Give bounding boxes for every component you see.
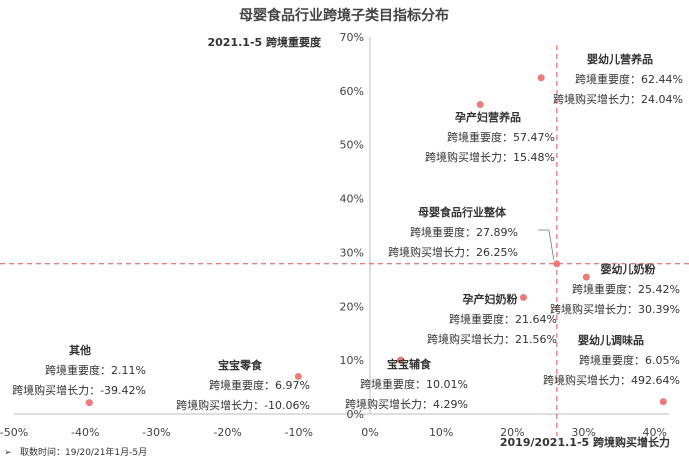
source-note: 取数时间：19/20/21年1月-5月 bbox=[20, 446, 147, 458]
x-tick-label: -40% bbox=[71, 426, 99, 439]
point-growth: 跨境购买增长力：15.48% bbox=[425, 150, 555, 164]
y-tick-labels: 0% 10% 20% 30% 40% 50% 60% 70% bbox=[340, 31, 364, 421]
data-point bbox=[85, 399, 93, 407]
point-importance: 跨境重要度：10.01% bbox=[360, 377, 468, 391]
point-name: 孕产妇营养品 bbox=[455, 110, 521, 124]
source-marker-icon: ➢ bbox=[4, 448, 12, 458]
point-importance: 跨境重要度：57.47% bbox=[447, 130, 555, 144]
reference-lines bbox=[0, 45, 689, 436]
point-growth: 跨境购买增长力：-10.06% bbox=[176, 398, 310, 412]
x-tick-labels: -50% -40% -30% -20% -10% 0% 10% 20% 30% 40% bbox=[0, 426, 667, 439]
data-point bbox=[519, 293, 527, 301]
point-growth: 跨境购买增长力：26.25% bbox=[388, 245, 518, 259]
point-importance: 跨境重要度：6.97% bbox=[209, 378, 310, 392]
point-importance: 跨境重要度：62.44% bbox=[575, 72, 683, 86]
data-points bbox=[85, 74, 667, 407]
data-point bbox=[294, 372, 302, 380]
point-growth: 跨境购买增长力：-39.42% bbox=[12, 383, 146, 397]
y-tick-label: 0% bbox=[347, 408, 364, 421]
point-importance: 跨境重要度：27.89% bbox=[410, 225, 518, 239]
x-tick-label: 20% bbox=[500, 426, 524, 439]
x-tick-label: -20% bbox=[213, 426, 241, 439]
point-growth: 跨境购买增长力：4.29% bbox=[345, 397, 468, 411]
point-name: 婴幼儿奶粉 bbox=[601, 262, 656, 276]
axes bbox=[14, 37, 669, 415]
y-axis-title: 2021.1-5 跨境重要度 bbox=[208, 35, 322, 49]
data-point bbox=[476, 100, 484, 108]
point-name: 母婴食品行业整体 bbox=[418, 205, 507, 219]
x-tick-label: -10% bbox=[285, 426, 313, 439]
point-name: 宝宝辅食 bbox=[387, 357, 432, 371]
x-tick-label: 40% bbox=[643, 426, 667, 439]
data-point bbox=[582, 273, 590, 281]
point-importance: 跨境重要度：6.05% bbox=[579, 353, 680, 367]
point-importance: 跨境重要度：21.64% bbox=[449, 312, 557, 326]
y-tick-label: 70% bbox=[340, 31, 364, 44]
y-tick-label: 30% bbox=[340, 246, 364, 259]
point-growth: 跨境购买增长力：30.39% bbox=[550, 302, 680, 316]
y-tick-label: 60% bbox=[340, 85, 364, 98]
point-growth: 跨境购买增长力：21.56% bbox=[427, 332, 557, 346]
point-growth: 跨境购买增长力：492.64% bbox=[543, 373, 680, 387]
point-importance: 跨境重要度：2.11% bbox=[45, 363, 146, 377]
data-point bbox=[537, 74, 545, 82]
point-name: 其他 bbox=[69, 343, 91, 357]
y-tick-label: 40% bbox=[340, 193, 364, 206]
data-point bbox=[553, 260, 561, 268]
point-growth: 跨境购买增长力：24.04% bbox=[553, 92, 683, 106]
x-tick-label: 30% bbox=[571, 426, 595, 439]
x-tick-label: 10% bbox=[429, 426, 453, 439]
y-tick-label: 20% bbox=[340, 300, 364, 313]
x-tick-label: 0% bbox=[361, 426, 378, 439]
point-name: 婴幼儿营养品 bbox=[587, 52, 653, 66]
data-point bbox=[397, 356, 405, 364]
chart-title: 母婴食品行业跨境子类目指标分布 bbox=[239, 7, 449, 24]
data-point bbox=[659, 398, 667, 406]
x-axis-title: 2019/2021.1-5 跨境购买增长力 bbox=[500, 435, 670, 449]
x-tick-label: -50% bbox=[0, 426, 28, 439]
point-name: 宝宝零食 bbox=[218, 358, 263, 372]
x-tick-label: -30% bbox=[142, 426, 170, 439]
y-tick-label: 10% bbox=[340, 354, 364, 367]
point-importance: 跨境重要度：25.42% bbox=[572, 282, 680, 296]
point-name: 婴幼儿调味品 bbox=[578, 333, 644, 347]
leader-line bbox=[538, 229, 555, 260]
y-tick-label: 50% bbox=[340, 139, 364, 152]
point-name: 孕产妇奶粉 bbox=[463, 292, 518, 306]
